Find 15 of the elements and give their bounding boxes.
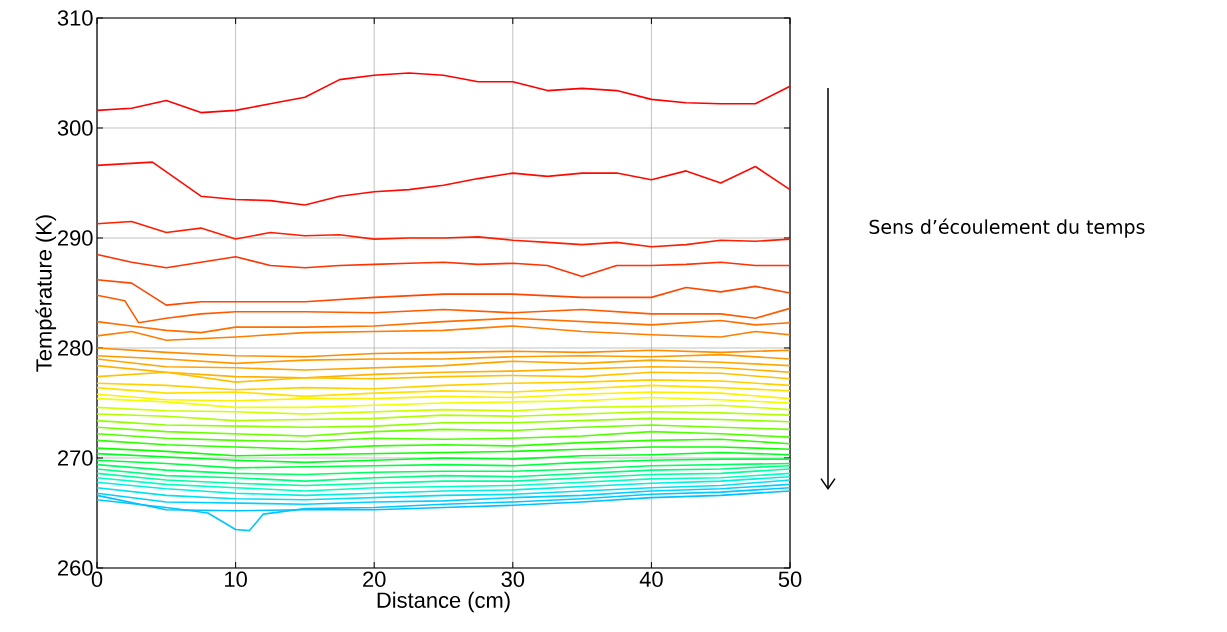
x-tick-label: 40 bbox=[639, 571, 663, 588]
x-axis-title: Distance (cm) bbox=[377, 591, 510, 613]
x-tick-label: 50 bbox=[778, 571, 802, 588]
x-tick-label: 10 bbox=[225, 571, 247, 588]
x-tick-label: 0 bbox=[91, 571, 103, 588]
y-tick-label: 310 bbox=[57, 10, 93, 26]
y-tick-label: 260 bbox=[58, 560, 93, 576]
y-tick-label: 270 bbox=[58, 450, 93, 466]
y-axis-title: Température (K) bbox=[35, 215, 57, 372]
x-tick-label: 30 bbox=[501, 571, 525, 588]
y-tick-label: 280 bbox=[58, 340, 93, 356]
x-tick-label: 20 bbox=[363, 571, 386, 588]
text: Sens d’écoulement du temps bbox=[869, 218, 1145, 238]
y-tick-label: 290 bbox=[58, 230, 93, 246]
y-tick-label: 300 bbox=[57, 120, 93, 136]
